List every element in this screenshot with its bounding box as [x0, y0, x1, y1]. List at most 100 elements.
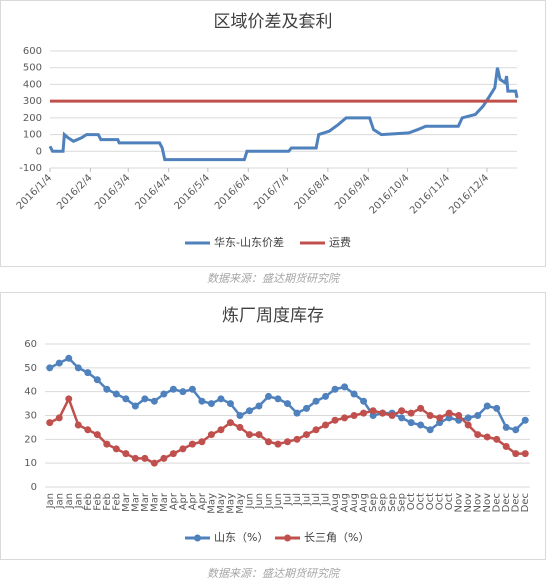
marker — [474, 412, 482, 419]
marker — [502, 442, 510, 450]
x-tick-label: Jan — [54, 493, 65, 509]
marker — [179, 445, 187, 453]
marker — [160, 390, 168, 398]
marker — [274, 440, 282, 448]
chart-frame — [0, 0, 546, 267]
x-tick-label: Jan — [73, 493, 84, 509]
x-tick-label: Sep — [368, 493, 379, 512]
marker — [141, 454, 149, 462]
x-tick-label: Apr — [197, 492, 208, 510]
source-note: 数据来源：盛达期货研究院 — [207, 567, 341, 580]
marker — [103, 385, 111, 393]
marker — [207, 400, 215, 408]
x-tick-label: Jun — [254, 493, 265, 510]
marker — [207, 431, 215, 439]
marker — [464, 414, 472, 422]
marker — [379, 409, 387, 417]
x-tick-label: Nov — [454, 493, 465, 513]
x-tick-label: Sep — [387, 493, 398, 512]
marker — [160, 454, 168, 462]
marker — [360, 397, 368, 405]
x-tick-label: Oct — [435, 493, 446, 510]
x-tick-label: Feb — [102, 493, 113, 511]
marker — [255, 431, 263, 439]
chart-title: 炼厂周度库存 — [222, 306, 324, 326]
x-tick-label: Feb — [92, 493, 103, 511]
marker — [93, 431, 101, 439]
marker — [445, 409, 453, 417]
marker — [122, 395, 130, 403]
marker — [169, 385, 177, 393]
marker — [217, 426, 225, 434]
marker — [360, 409, 368, 417]
marker — [188, 440, 196, 448]
source-note: 数据来源：盛达期货研究院 — [207, 272, 341, 285]
marker — [512, 426, 520, 434]
marker — [122, 450, 130, 458]
marker — [483, 433, 491, 441]
x-tick-label: Jan — [45, 493, 56, 509]
marker — [255, 402, 263, 410]
marker — [274, 395, 282, 403]
legend-label: 长三角（%） — [304, 531, 369, 544]
marker — [398, 414, 406, 422]
marker — [341, 414, 349, 422]
marker — [407, 409, 415, 417]
marker — [150, 397, 158, 405]
marker — [417, 404, 425, 412]
marker — [198, 438, 206, 446]
marker — [84, 426, 92, 434]
marker — [141, 395, 149, 403]
marker — [521, 450, 529, 458]
x-tick-label: Dec — [520, 493, 531, 512]
marker — [55, 414, 63, 422]
marker — [455, 412, 463, 419]
x-tick-label: Oct — [425, 493, 436, 510]
marker — [436, 414, 444, 422]
x-tick-label: Jan — [64, 493, 75, 509]
marker — [322, 392, 330, 400]
marker — [474, 431, 482, 439]
x-tick-label: Aug — [359, 493, 370, 513]
x-tick-label: Apr — [178, 492, 189, 510]
legend-label: 运费 — [329, 236, 351, 249]
y-tick-label: 400 — [23, 79, 42, 90]
marker — [55, 359, 63, 367]
marker — [284, 400, 291, 408]
marker — [264, 438, 272, 446]
y-tick-label: 100 — [23, 130, 42, 141]
x-tick-label: Sep — [378, 493, 389, 512]
marker — [293, 435, 301, 443]
x-tick-label: Dec — [511, 493, 522, 512]
legend-marker — [284, 534, 291, 542]
marker — [502, 423, 510, 431]
marker — [217, 395, 225, 403]
x-tick-label: Sep — [397, 493, 408, 512]
marker — [284, 438, 291, 446]
marker — [236, 423, 244, 431]
marker — [103, 440, 111, 448]
marker — [46, 419, 54, 427]
legend-label: 山东（%） — [214, 531, 268, 544]
x-tick-label: Dec — [492, 493, 503, 512]
x-tick-label: Jun — [244, 493, 255, 510]
x-tick-label: May — [235, 493, 246, 514]
marker — [226, 400, 234, 408]
y-tick-label: 500 — [23, 63, 42, 74]
x-tick-label: May — [216, 493, 227, 514]
y-tick-label: -100 — [19, 163, 42, 174]
y-tick-label: 20 — [24, 434, 37, 445]
chart-title: 区域价差及套利 — [214, 12, 333, 32]
x-tick-label: May — [225, 493, 236, 514]
marker — [398, 407, 406, 415]
x-tick-label: Mar — [159, 492, 170, 512]
x-tick-label: Oct — [416, 493, 427, 510]
x-tick-label: Jul — [283, 493, 294, 506]
marker — [493, 435, 501, 443]
y-tick-label: 300 — [23, 96, 42, 107]
marker — [131, 402, 139, 410]
marker — [417, 421, 425, 429]
x-tick-label: Jun — [263, 493, 274, 510]
marker — [236, 412, 244, 419]
marker — [521, 416, 529, 424]
